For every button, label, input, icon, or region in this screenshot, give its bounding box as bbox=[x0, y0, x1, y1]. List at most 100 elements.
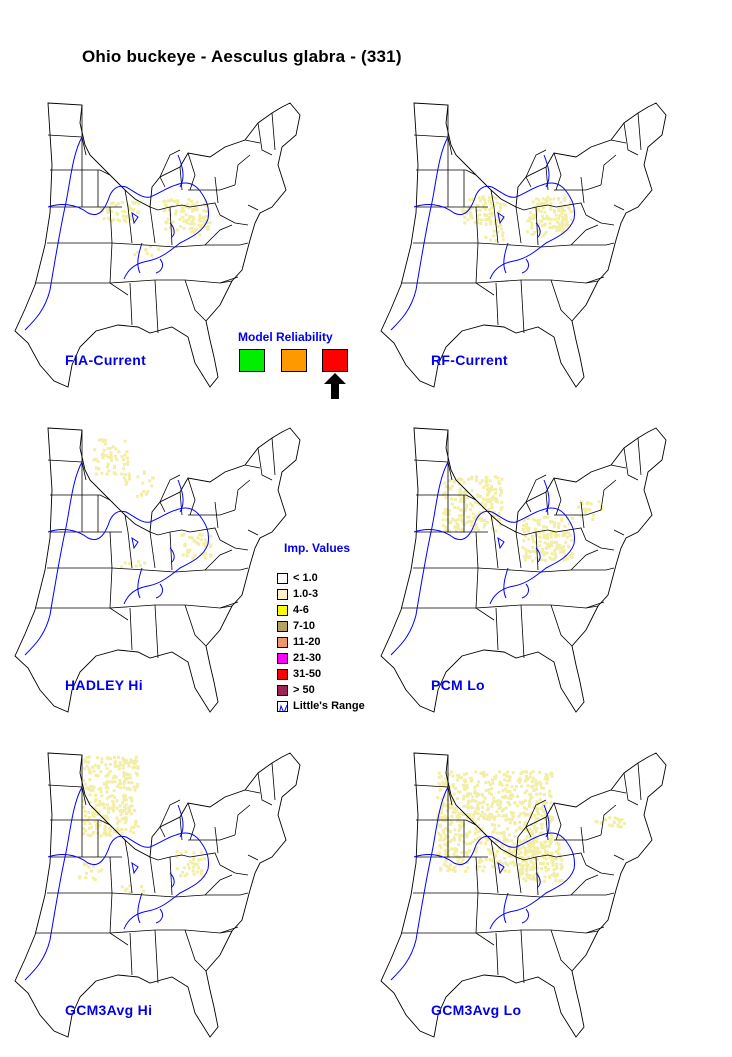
state-boundary bbox=[475, 531, 479, 569]
state-boundary bbox=[585, 930, 599, 934]
map-label: RF-Current bbox=[431, 352, 508, 368]
state-boundary bbox=[149, 206, 156, 244]
littles-range-line bbox=[503, 242, 509, 274]
legend-swatch bbox=[277, 668, 288, 680]
legend-label: 11-20 bbox=[293, 636, 321, 648]
legend-label: 4-6 bbox=[293, 604, 309, 616]
us-east-map bbox=[380, 752, 667, 1038]
state-boundary bbox=[416, 819, 477, 826]
state-boundary bbox=[535, 206, 539, 246]
state-boundary bbox=[247, 529, 259, 536]
littles-range-line bbox=[543, 804, 550, 838]
legend-label: 21-30 bbox=[293, 652, 322, 664]
state-boundary bbox=[585, 214, 615, 226]
state-boundary bbox=[545, 166, 549, 191]
state-boundary bbox=[109, 242, 113, 284]
state-boundary bbox=[214, 826, 219, 854]
map-panel-fia-current: FIA-Current bbox=[10, 95, 310, 400]
state-boundary bbox=[234, 154, 251, 186]
state-boundary bbox=[525, 474, 547, 503]
littles-range-line bbox=[177, 804, 184, 838]
littles-range-line bbox=[24, 136, 83, 331]
state-boundary bbox=[47, 134, 83, 138]
state-boundary bbox=[585, 605, 599, 609]
state-boundary bbox=[600, 804, 617, 836]
state-boundary bbox=[189, 202, 221, 216]
state-boundary bbox=[109, 531, 113, 569]
state-boundary bbox=[109, 892, 113, 934]
state-boundary bbox=[585, 539, 615, 551]
state-boundary bbox=[219, 864, 249, 876]
state-boundary bbox=[490, 839, 499, 894]
state-boundary bbox=[204, 224, 233, 246]
state-boundary bbox=[570, 224, 599, 246]
state-boundary bbox=[219, 539, 249, 551]
map-panel-gcm3avg-lo: GCM3Avg Lo bbox=[376, 745, 676, 1050]
state-boundary bbox=[475, 892, 479, 934]
state-boundary bbox=[187, 802, 196, 841]
state-boundary bbox=[495, 282, 499, 326]
state-boundary bbox=[545, 816, 549, 841]
state-boundary bbox=[219, 605, 233, 609]
state-boundary bbox=[495, 607, 499, 651]
reliability-box-medium bbox=[281, 349, 307, 372]
legend-swatch bbox=[277, 684, 288, 696]
state-boundary bbox=[271, 112, 276, 151]
state-boundary bbox=[520, 279, 525, 334]
state-boundary bbox=[520, 604, 525, 659]
littles-range-line bbox=[535, 872, 541, 888]
littles-range-line bbox=[155, 908, 164, 924]
state-boundary bbox=[613, 854, 625, 861]
state-boundary bbox=[525, 501, 532, 513]
state-boundary bbox=[219, 930, 233, 934]
state-boundary bbox=[637, 762, 642, 801]
littles-range-line bbox=[521, 908, 530, 924]
state-boundary bbox=[244, 464, 261, 469]
state-boundary bbox=[525, 176, 532, 188]
state-boundary bbox=[447, 461, 453, 481]
state-boundary bbox=[204, 874, 233, 896]
state-boundary bbox=[214, 176, 219, 204]
model-reliability-title: Model Reliability bbox=[238, 330, 333, 344]
state-boundary bbox=[525, 826, 532, 838]
state-boundary bbox=[515, 856, 522, 894]
littles-range-line bbox=[503, 892, 509, 924]
littles-range-line bbox=[131, 861, 139, 875]
state-boundary bbox=[475, 242, 479, 284]
legend-item: 11-20 bbox=[277, 634, 365, 650]
state-boundary bbox=[81, 136, 87, 156]
state-boundary bbox=[413, 459, 449, 463]
map-panel-hadley-hi: HADLEY Hi bbox=[10, 420, 310, 725]
littles-range-line bbox=[169, 547, 175, 563]
state-boundary bbox=[129, 932, 133, 976]
state-boundary bbox=[129, 607, 133, 651]
state-boundary bbox=[111, 892, 249, 898]
state-boundary bbox=[555, 852, 587, 866]
state-boundary bbox=[553, 152, 562, 191]
littles-range-line bbox=[137, 892, 143, 924]
littles-range-line bbox=[413, 182, 575, 280]
littles-range-line bbox=[155, 583, 164, 599]
state-boundary bbox=[189, 852, 221, 866]
us-east-map bbox=[380, 102, 667, 388]
state-boundary bbox=[179, 491, 183, 516]
state-boundary bbox=[447, 136, 453, 156]
legend-swatch bbox=[277, 572, 288, 584]
state-boundary bbox=[475, 567, 479, 609]
state-boundary bbox=[610, 139, 627, 144]
presence-dots bbox=[92, 438, 213, 569]
state-boundary bbox=[184, 279, 207, 322]
state-boundary bbox=[109, 926, 239, 934]
state-boundary bbox=[416, 169, 477, 176]
legend-item: Little's Range bbox=[277, 698, 365, 714]
state-boundary bbox=[214, 501, 219, 529]
state-boundary bbox=[47, 784, 83, 788]
littles-range-line bbox=[543, 479, 550, 513]
state-boundary bbox=[610, 789, 627, 794]
state-boundary bbox=[535, 531, 539, 571]
map-label: PCM Lo bbox=[431, 677, 485, 693]
state-boundary bbox=[50, 494, 111, 501]
state-boundary bbox=[159, 149, 181, 178]
state-boundary bbox=[81, 461, 87, 481]
state-boundary bbox=[580, 501, 585, 529]
